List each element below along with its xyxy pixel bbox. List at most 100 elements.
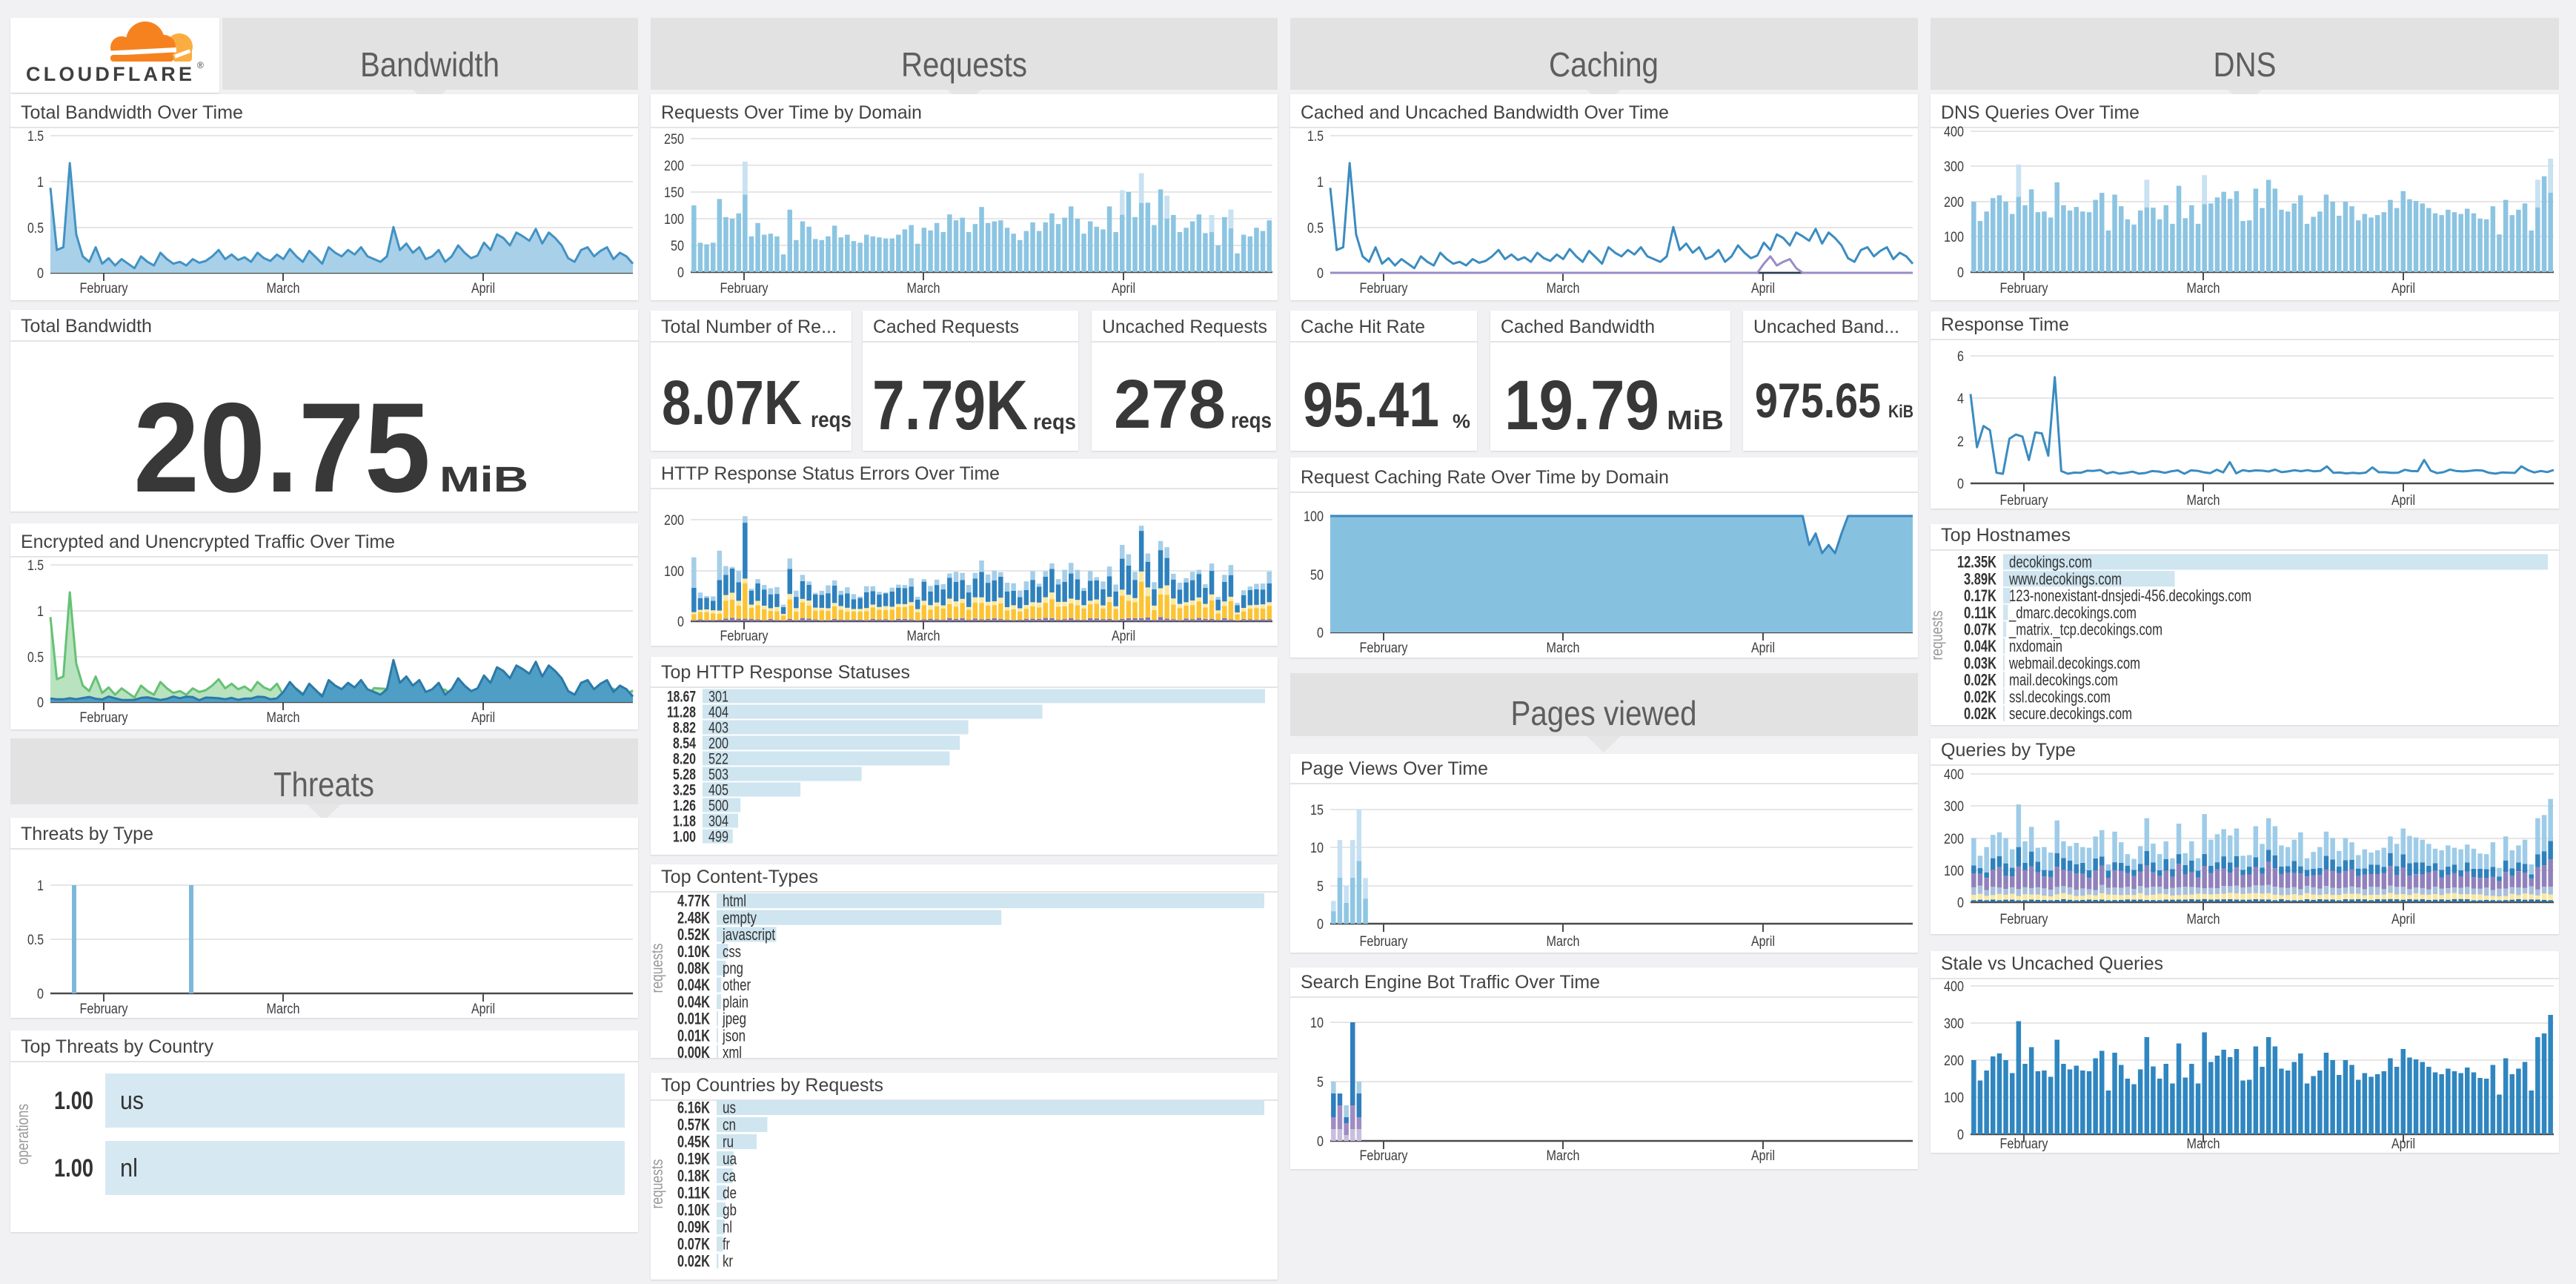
svg-text:Search Engine Bot Traffic Over: Search Engine Bot Traffic Over Time (1301, 972, 1600, 993)
svg-text:0.07K: 0.07K (677, 1235, 710, 1254)
svg-text:0.11K: 0.11K (677, 1184, 710, 1202)
svg-text:javascript: javascript (722, 925, 775, 944)
svg-text:March: March (1547, 641, 1580, 656)
svg-text:2: 2 (1957, 434, 1964, 450)
svg-text:plain: plain (723, 993, 748, 1011)
svg-text:operations: operations (13, 1104, 32, 1165)
svg-text:Top HTTP Response Statuses: Top HTTP Response Statuses (661, 662, 910, 683)
svg-text:0.52K: 0.52K (677, 925, 710, 944)
svg-text:Cache Hit Rate: Cache Hit Rate (1301, 317, 1425, 337)
svg-text:0.02K: 0.02K (1964, 687, 1996, 706)
svg-text:2.48K: 2.48K (677, 908, 710, 927)
svg-text:us: us (120, 1087, 144, 1115)
svg-text:0.08K: 0.08K (677, 959, 710, 978)
svg-text:Top Content-Types: Top Content-Types (661, 867, 818, 887)
svg-text:8.07K: 8.07K (662, 368, 802, 437)
svg-text:0.18K: 0.18K (677, 1167, 710, 1185)
svg-text:Pages viewed: Pages viewed (1511, 694, 1697, 732)
svg-text:50: 50 (1310, 568, 1324, 583)
svg-text:decokings.com: decokings.com (2009, 553, 2092, 572)
svg-text:_matrix._tcp.decokings.com: _matrix._tcp.decokings.com (2008, 621, 2162, 639)
svg-text:0: 0 (1317, 626, 1324, 641)
svg-text:7.79K: 7.79K (872, 366, 1028, 445)
svg-text:0.04K: 0.04K (677, 993, 710, 1011)
svg-text:100: 100 (1944, 864, 1964, 879)
svg-text:0.57K: 0.57K (677, 1116, 710, 1134)
svg-text:0.10K: 0.10K (677, 1201, 710, 1220)
svg-text:0.10K: 0.10K (677, 942, 710, 961)
svg-text:ca: ca (723, 1167, 737, 1185)
svg-text:April: April (1751, 1148, 1775, 1164)
svg-text:0.45K: 0.45K (677, 1133, 710, 1151)
svg-text:Total Number of Re...: Total Number of Re... (661, 317, 837, 337)
svg-text:Top Threats by Country: Top Threats by Country (21, 1036, 213, 1057)
svg-text:ru: ru (723, 1133, 734, 1151)
svg-text:6: 6 (1957, 349, 1964, 365)
svg-text:March: March (1547, 1148, 1580, 1164)
svg-text:100: 100 (664, 212, 684, 228)
svg-text:200: 200 (1944, 832, 1964, 847)
svg-text:html: html (723, 892, 746, 910)
svg-text:10: 10 (1310, 1016, 1324, 1031)
svg-text:March: March (2187, 1136, 2220, 1152)
svg-text:5: 5 (1317, 1075, 1324, 1091)
svg-text:1: 1 (37, 175, 44, 191)
svg-text:1.00: 1.00 (673, 828, 696, 845)
svg-text:0.02K: 0.02K (1964, 704, 1996, 723)
svg-text:301: 301 (708, 688, 728, 705)
svg-text:April: April (1751, 641, 1775, 656)
svg-text:April: April (1751, 281, 1775, 297)
svg-text:www.decokings.com: www.decokings.com (2008, 569, 2122, 588)
svg-text:10: 10 (1310, 841, 1324, 856)
svg-text:499: 499 (708, 828, 728, 845)
svg-text:Queries by Type: Queries by Type (1941, 740, 2076, 761)
svg-text:April: April (2391, 493, 2415, 509)
svg-text:200: 200 (1944, 195, 1964, 211)
svg-text:Uncached Band...: Uncached Band... (1753, 317, 1899, 337)
svg-text:March: March (267, 710, 300, 726)
svg-text:March: March (267, 1002, 300, 1017)
svg-text:500: 500 (708, 797, 728, 814)
svg-text:0: 0 (1957, 1128, 1964, 1143)
svg-text:March: March (267, 281, 300, 297)
svg-text:nl: nl (120, 1154, 138, 1182)
svg-text:0.5: 0.5 (27, 221, 44, 236)
svg-text:cn: cn (723, 1116, 736, 1134)
svg-text:0: 0 (1317, 266, 1324, 282)
svg-text:jpeg: jpeg (722, 1010, 746, 1028)
svg-text:Caching: Caching (1549, 45, 1659, 84)
svg-text:0.5: 0.5 (27, 933, 44, 948)
svg-text:8.20: 8.20 (673, 750, 696, 767)
svg-text:HTTP Response Status Errors Ov: HTTP Response Status Errors Over Time (661, 463, 1000, 484)
svg-text:ssl.decokings.com: ssl.decokings.com (2009, 687, 2111, 706)
svg-text:February: February (1360, 641, 1408, 656)
svg-text:February: February (1360, 934, 1408, 950)
svg-text:1.5: 1.5 (27, 129, 44, 145)
svg-text:12.35K: 12.35K (1957, 553, 1996, 572)
svg-text:200: 200 (664, 159, 684, 174)
svg-text:0.04K: 0.04K (677, 976, 710, 994)
svg-text:empty: empty (723, 908, 757, 927)
svg-text:ua: ua (723, 1150, 737, 1168)
svg-text:200: 200 (1944, 1053, 1964, 1069)
svg-text:March: March (2187, 912, 2220, 927)
svg-text:Requests Over Time by Domain: Requests Over Time by Domain (661, 102, 922, 123)
svg-text:February: February (80, 1002, 128, 1017)
svg-text:Request Caching Rate Over Time: Request Caching Rate Over Time by Domain (1301, 467, 1669, 488)
svg-text:0: 0 (37, 266, 44, 282)
svg-text:KiB: KiB (1888, 402, 1913, 422)
svg-text:April: April (2391, 281, 2415, 297)
svg-text:400: 400 (1944, 125, 1964, 140)
svg-text:fr: fr (723, 1235, 730, 1254)
svg-text:503: 503 (708, 766, 728, 783)
svg-text:0.03K: 0.03K (1964, 654, 1996, 672)
svg-text:DNS Queries Over Time: DNS Queries Over Time (1941, 102, 2140, 123)
svg-text:March: March (1547, 281, 1580, 297)
svg-text:0: 0 (37, 695, 44, 711)
svg-text:8.54: 8.54 (673, 735, 696, 752)
svg-text:Response Time: Response Time (1941, 314, 2069, 335)
svg-text:0.02K: 0.02K (677, 1252, 710, 1271)
svg-text:250: 250 (664, 132, 684, 148)
svg-text:Threats: Threats (273, 765, 374, 804)
svg-text:Cached and Uncached Bandwidth: Cached and Uncached Bandwidth Over Time (1301, 102, 1669, 123)
